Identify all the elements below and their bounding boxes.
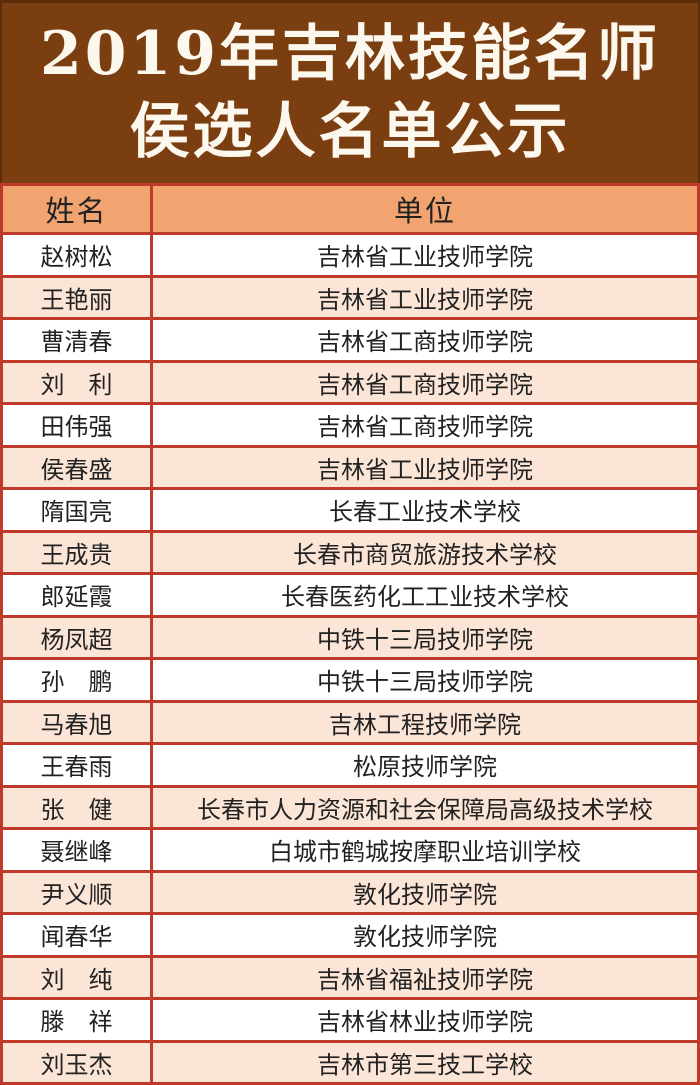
table-row: 曹清春 吉林省工商技师学院 bbox=[0, 317, 700, 363]
name-cell: 张 健 bbox=[0, 784, 153, 830]
name-cell: 刘玉杰 bbox=[0, 1039, 153, 1085]
table-row: 王春雨 松原技师学院 bbox=[0, 742, 700, 788]
page-title-line2: 侯选人名单公示 bbox=[129, 97, 571, 167]
unit-cell: 吉林省工商技师学院 bbox=[150, 317, 700, 363]
name-cell: 王成贵 bbox=[0, 529, 153, 575]
name-cell: 刘 利 bbox=[0, 359, 153, 405]
table-row: 聂继峰 白城市鹤城按摩职业培训学校 bbox=[0, 827, 700, 873]
unit-cell: 吉林省工业技师学院 bbox=[150, 232, 700, 278]
name-cell: 聂继峰 bbox=[0, 827, 153, 873]
table-row: 闻春华 敦化技师学院 bbox=[0, 912, 700, 958]
table-row: 尹义顺 敦化技师学院 bbox=[0, 869, 700, 915]
name-cell: 马春旭 bbox=[0, 699, 153, 745]
name-cell: 滕 祥 bbox=[0, 997, 153, 1043]
table-row: 王艳丽 吉林省工业技师学院 bbox=[0, 274, 700, 320]
table-row: 王成贵 长春市商贸旅游技术学校 bbox=[0, 529, 700, 575]
table-row: 田伟强 吉林省工商技师学院 bbox=[0, 402, 700, 448]
unit-cell: 吉林省工业技师学院 bbox=[150, 444, 700, 490]
unit-cell: 吉林市第三技工学校 bbox=[150, 1039, 700, 1085]
name-cell: 王艳丽 bbox=[0, 274, 153, 320]
unit-cell: 吉林省林业技师学院 bbox=[150, 997, 700, 1043]
table-row: 赵树松 吉林省工业技师学院 bbox=[0, 232, 700, 278]
column-header-name: 姓名 bbox=[0, 183, 153, 235]
name-cell: 侯春盛 bbox=[0, 444, 153, 490]
table-header-row: 姓名 单位 bbox=[0, 183, 700, 235]
table-row: 马春旭 吉林工程技师学院 bbox=[0, 699, 700, 745]
unit-cell: 松原技师学院 bbox=[150, 742, 700, 788]
unit-cell: 吉林省工商技师学院 bbox=[150, 359, 700, 405]
table-row: 张 健长春市人力资源和社会保障局高级技术学校 bbox=[0, 784, 700, 830]
name-cell: 刘 纯 bbox=[0, 954, 153, 1000]
unit-cell: 敦化技师学院 bbox=[150, 912, 700, 958]
unit-cell: 敦化技师学院 bbox=[150, 869, 700, 915]
table-row: 刘玉杰 吉林市第三技工学校 bbox=[0, 1039, 700, 1085]
table-row: 郎延霞 长春医药化工工业技术学校 bbox=[0, 572, 700, 618]
unit-cell: 吉林工程技师学院 bbox=[150, 699, 700, 745]
page-title-line1: 2019年吉林技能名师 bbox=[40, 19, 660, 89]
name-cell: 赵树松 bbox=[0, 232, 153, 278]
name-cell: 王春雨 bbox=[0, 742, 153, 788]
table-row: 杨凤超 中铁十三局技师学院 bbox=[0, 614, 700, 660]
table-row: 隋国亮 长春工业技术学校 bbox=[0, 487, 700, 533]
name-cell: 杨凤超 bbox=[0, 614, 153, 660]
unit-cell: 吉林省福祉技师学院 bbox=[150, 954, 700, 1000]
candidate-table: 姓名 单位 赵树松 吉林省工业技师学院 王艳丽 吉林省工业技师学院 曹清春 吉林省工商技师… bbox=[0, 183, 700, 1085]
name-cell: 田伟强 bbox=[0, 402, 153, 448]
unit-cell: 长春市人力资源和社会保障局高级技术学校 bbox=[150, 784, 700, 830]
table-row: 滕 祥吉林省林业技师学院 bbox=[0, 997, 700, 1043]
name-cell: 郎延霞 bbox=[0, 572, 153, 618]
name-cell: 尹义顺 bbox=[0, 869, 153, 915]
column-header-unit: 单位 bbox=[150, 183, 700, 235]
name-cell: 隋国亮 bbox=[0, 487, 153, 533]
unit-cell: 长春工业技术学校 bbox=[150, 487, 700, 533]
table-row: 孙 鹏中铁十三局技师学院 bbox=[0, 657, 700, 703]
name-cell: 闻春华 bbox=[0, 912, 153, 958]
table-row: 刘 利吉林省工商技师学院 bbox=[0, 359, 700, 405]
name-cell: 曹清春 bbox=[0, 317, 153, 363]
unit-cell: 中铁十三局技师学院 bbox=[150, 657, 700, 703]
table-row: 刘 纯吉林省福祉技师学院 bbox=[0, 954, 700, 1000]
unit-cell: 中铁十三局技师学院 bbox=[150, 614, 700, 660]
unit-cell: 吉林省工业技师学院 bbox=[150, 274, 700, 320]
unit-cell: 白城市鹤城按摩职业培训学校 bbox=[150, 827, 700, 873]
unit-cell: 长春医药化工工业技术学校 bbox=[150, 572, 700, 618]
unit-cell: 吉林省工商技师学院 bbox=[150, 402, 700, 448]
title-banner: 2019年吉林技能名师 侯选人名单公示 bbox=[0, 0, 700, 183]
name-cell: 孙 鹏 bbox=[0, 657, 153, 703]
table-row: 侯春盛 吉林省工业技师学院 bbox=[0, 444, 700, 490]
unit-cell: 长春市商贸旅游技术学校 bbox=[150, 529, 700, 575]
table-body: 赵树松 吉林省工业技师学院 王艳丽 吉林省工业技师学院 曹清春 吉林省工商技师学院刘 利吉… bbox=[0, 232, 700, 1085]
